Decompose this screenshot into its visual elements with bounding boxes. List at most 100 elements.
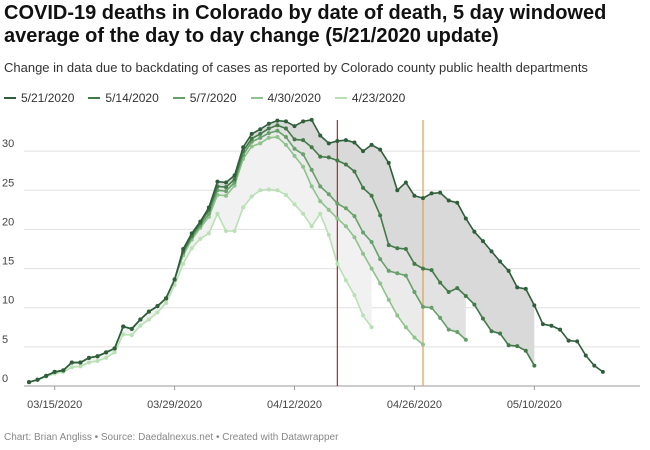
data-point [489,249,494,254]
legend-label: 5/14/2020 [105,91,159,105]
y-tick-label: 25 [2,177,14,189]
data-point [309,145,314,150]
data-point [515,285,520,290]
data-point [224,189,228,194]
data-point [352,235,357,240]
data-point [378,147,383,152]
data-point [352,293,357,298]
legend-item: 4/30/2020 [250,91,321,105]
data-point [215,179,220,184]
x-tick-label: 05/10/2020 [507,399,562,411]
data-point [275,118,280,123]
data-point [532,363,537,368]
data-point [69,360,74,365]
data-point [224,185,228,190]
data-point [292,137,297,142]
data-point [395,271,400,276]
data-point [335,216,340,221]
data-point [129,333,134,338]
data-point [283,119,288,124]
data-point [224,193,228,198]
data-point [61,368,66,373]
data-point [343,224,348,229]
data-point [309,224,314,229]
data-point [249,136,254,141]
data-point [326,192,331,197]
legend-label: 4/23/2020 [351,91,406,105]
data-point [78,364,83,369]
data-point [206,231,211,236]
data-point [386,268,391,273]
data-point [181,247,186,251]
legend-label: 5/7/2020 [189,91,237,105]
data-point [395,246,400,251]
y-tick-label: 30 [2,138,14,150]
data-point [155,310,160,315]
legend-item: 5/7/2020 [172,91,237,105]
data-point [515,344,520,349]
chart-footer: Chart: Brian Angliss • Source: Daedalnex… [4,432,339,443]
data-point [455,286,460,291]
data-point [138,317,143,322]
data-point [146,317,151,322]
data-point [532,303,537,308]
data-point [301,211,306,216]
data-point [155,304,160,309]
data-point [35,377,40,382]
data-point [369,193,374,198]
data-point [498,259,503,264]
data-point [266,121,271,126]
data-point [309,117,314,122]
data-point [335,138,340,143]
data-point [258,131,263,136]
data-point [301,119,306,124]
data-point [361,230,366,235]
data-point [189,231,194,236]
data-point [78,360,83,365]
data-point [258,141,263,146]
x-tick-label: 03/29/2020 [147,399,202,411]
data-point [69,365,74,370]
data-point [523,286,528,291]
data-point [318,199,323,204]
y-tick-label: 10 [2,295,14,307]
data-point [592,363,597,368]
data-point [352,169,357,174]
data-point [292,124,297,129]
data-point [480,239,485,244]
data-point [480,316,485,321]
data-point [335,158,340,163]
data-point [421,342,425,347]
data-point [301,152,306,157]
data-point [326,207,331,212]
data-point [438,315,443,320]
legend-swatch [250,97,263,99]
data-point [86,355,91,360]
data-point [600,369,605,374]
data-point [463,216,468,221]
series-band [29,119,535,383]
data-point [95,354,100,359]
data-point [506,343,511,348]
data-point [489,329,494,334]
data-point [343,278,348,283]
data-point [86,360,91,365]
data-point [232,180,237,185]
series-band [29,125,466,383]
data-point [121,332,126,337]
data-point [266,187,271,192]
data-point [446,327,451,332]
data-point [266,131,271,136]
data-point [283,126,288,131]
data-point [292,153,297,158]
data-point [403,247,408,251]
data-point [446,290,451,295]
data-point [549,323,554,328]
data-point [146,309,151,314]
data-point [438,280,443,285]
data-point [378,213,383,218]
data-point [395,188,400,193]
data-point [27,380,31,385]
data-point [472,229,477,234]
